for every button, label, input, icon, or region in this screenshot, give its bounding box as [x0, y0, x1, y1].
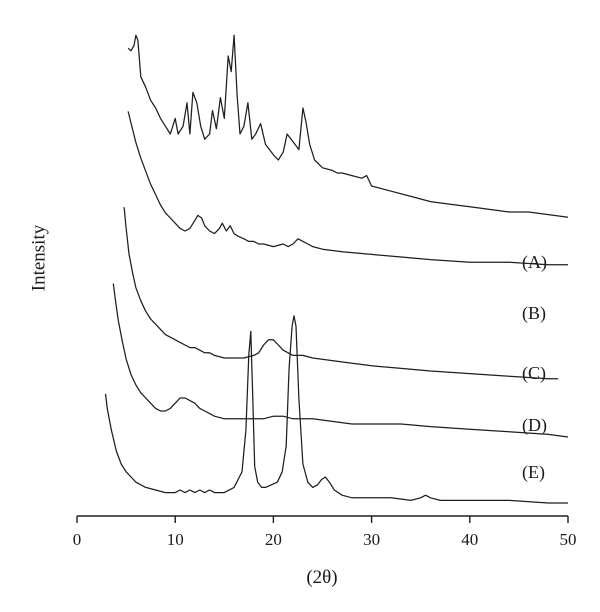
x-tick-label: 0 — [73, 530, 82, 549]
x-axis-label: (2θ) — [306, 567, 337, 588]
x-tick-label: 10 — [167, 530, 184, 549]
x-tick-label: 40 — [461, 530, 478, 549]
series-labels: (A) (B) (C) (D) (E) — [522, 252, 547, 483]
x-tick-label: 20 — [265, 530, 282, 549]
series-label-c: (C) — [522, 363, 546, 384]
series-label-e: (E) — [522, 462, 545, 483]
series-line-c — [123, 207, 559, 380]
x-tick-label: 30 — [363, 530, 380, 549]
x-axis-ticks: 0 10 20 30 40 50 — [73, 516, 577, 549]
series-traces — [104, 34, 569, 504]
series-label-d: (D) — [522, 415, 547, 436]
series-line-d — [112, 283, 569, 438]
x-tick-label: 50 — [560, 530, 577, 549]
series-line-b — [127, 111, 568, 266]
y-axis-label: Intensity — [28, 224, 49, 291]
series-label-b: (B) — [522, 303, 546, 324]
series-line-a — [127, 34, 569, 218]
series-label-a: (A) — [522, 252, 547, 273]
series-line-e — [104, 315, 568, 504]
plot-area: (A) (B) (C) (D) (E) — [104, 34, 569, 504]
